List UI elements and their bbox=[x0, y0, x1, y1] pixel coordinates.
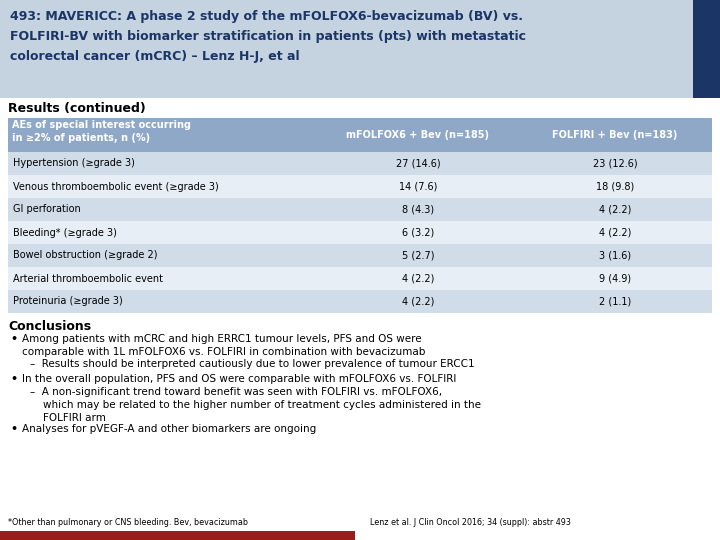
Bar bbox=[0, 98, 720, 540]
Text: Venous thromboembolic event (≥grade 3): Venous thromboembolic event (≥grade 3) bbox=[13, 181, 219, 192]
Text: GI perforation: GI perforation bbox=[13, 205, 81, 214]
Bar bbox=[8, 175, 712, 198]
Text: •: • bbox=[10, 424, 17, 435]
Text: 3 (1.6): 3 (1.6) bbox=[599, 251, 631, 260]
Bar bbox=[8, 221, 712, 244]
Text: Conclusions: Conclusions bbox=[8, 320, 91, 333]
Text: 4 (2.2): 4 (2.2) bbox=[402, 273, 434, 284]
Text: Hypertension (≥grade 3): Hypertension (≥grade 3) bbox=[13, 159, 135, 168]
Text: 2 (1.1): 2 (1.1) bbox=[599, 296, 631, 307]
Text: mFOLFOX6 + Bev (n=185): mFOLFOX6 + Bev (n=185) bbox=[346, 130, 490, 140]
Text: FOLFIRI + Bev (n=183): FOLFIRI + Bev (n=183) bbox=[552, 130, 678, 140]
Bar bbox=[8, 267, 712, 290]
Text: colorectal cancer (mCRC) – Lenz H-J, et al: colorectal cancer (mCRC) – Lenz H-J, et … bbox=[10, 50, 300, 63]
Text: Results (continued): Results (continued) bbox=[8, 102, 145, 115]
Text: 9 (4.9): 9 (4.9) bbox=[599, 273, 631, 284]
Text: AEs of special interest occurring
in ≥2% of patients, n (%): AEs of special interest occurring in ≥2%… bbox=[12, 120, 191, 143]
Text: •: • bbox=[10, 334, 17, 344]
Text: •: • bbox=[10, 374, 17, 383]
Bar bbox=[8, 244, 712, 267]
Text: 14 (7.6): 14 (7.6) bbox=[399, 181, 437, 192]
Text: 493: MAVERICC: A phase 2 study of the mFOLFOX6-bevacizumab (BV) vs.: 493: MAVERICC: A phase 2 study of the mF… bbox=[10, 10, 523, 23]
Text: –  A non-significant trend toward benefit was seen with FOLFIRI vs. mFOLFOX6,
  : – A non-significant trend toward benefit… bbox=[30, 387, 481, 423]
Text: 4 (2.2): 4 (2.2) bbox=[402, 296, 434, 307]
Bar bbox=[8, 152, 712, 175]
Text: Bleeding* (≥grade 3): Bleeding* (≥grade 3) bbox=[13, 227, 117, 238]
Text: 4 (2.2): 4 (2.2) bbox=[599, 205, 631, 214]
Text: 4 (2.2): 4 (2.2) bbox=[599, 227, 631, 238]
Text: Proteinuria (≥grade 3): Proteinuria (≥grade 3) bbox=[13, 296, 122, 307]
Text: Lenz et al. J Clin Oncol 2016; 34 (suppl): abstr 493: Lenz et al. J Clin Oncol 2016; 34 (suppl… bbox=[370, 518, 571, 527]
Text: 5 (2.7): 5 (2.7) bbox=[402, 251, 434, 260]
Text: 27 (14.6): 27 (14.6) bbox=[396, 159, 441, 168]
Bar bbox=[8, 118, 712, 152]
Text: FOLFIRI-BV with biomarker stratification in patients (pts) with metastatic: FOLFIRI-BV with biomarker stratification… bbox=[10, 30, 526, 43]
Bar bbox=[0, 0, 720, 98]
Text: Among patients with mCRC and high ERRC1 tumour levels, PFS and OS were
comparabl: Among patients with mCRC and high ERRC1 … bbox=[22, 334, 426, 357]
Text: 6 (3.2): 6 (3.2) bbox=[402, 227, 434, 238]
Text: Bowel obstruction (≥grade 2): Bowel obstruction (≥grade 2) bbox=[13, 251, 158, 260]
Text: Arterial thromboembolic event: Arterial thromboembolic event bbox=[13, 273, 163, 284]
Text: In the overall population, PFS and OS were comparable with mFOLFOX6 vs. FOLFIRI: In the overall population, PFS and OS we… bbox=[22, 374, 456, 383]
Text: 18 (9.8): 18 (9.8) bbox=[596, 181, 634, 192]
Bar bbox=[8, 290, 712, 313]
Text: 23 (12.6): 23 (12.6) bbox=[593, 159, 637, 168]
Text: *Other than pulmonary or CNS bleeding. Bev, bevacizumab: *Other than pulmonary or CNS bleeding. B… bbox=[8, 518, 248, 527]
Text: 8 (4.3): 8 (4.3) bbox=[402, 205, 434, 214]
Text: –  Results should be interpreted cautiously due to lower prevalence of tumour ER: – Results should be interpreted cautious… bbox=[30, 359, 474, 369]
Text: Analyses for pVEGF-A and other biomarkers are ongoing: Analyses for pVEGF-A and other biomarker… bbox=[22, 424, 316, 435]
Bar bbox=[0, 531, 355, 540]
Bar bbox=[693, 0, 720, 98]
Bar bbox=[8, 198, 712, 221]
